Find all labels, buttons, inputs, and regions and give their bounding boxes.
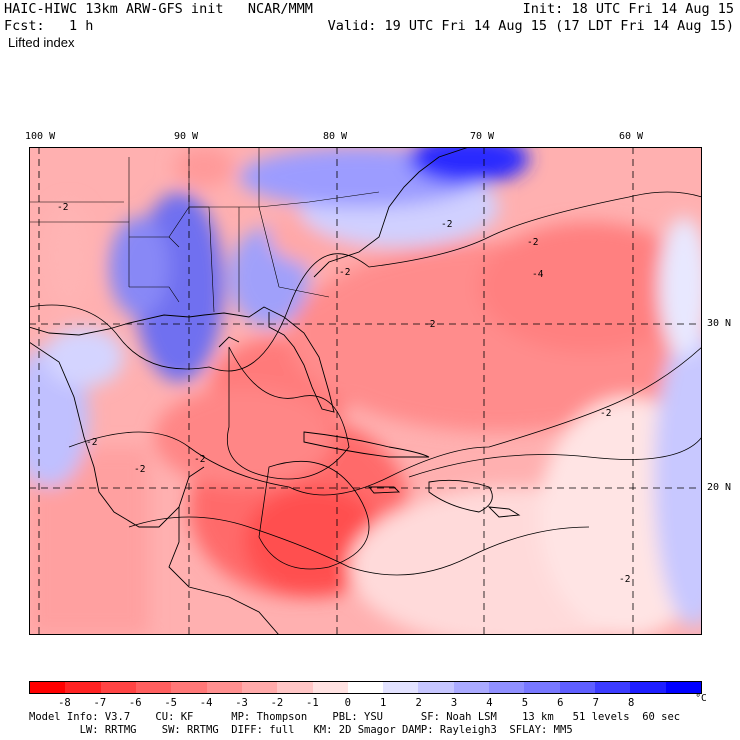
colorbar-tick-label: -6 (128, 697, 142, 709)
colorbar-swatch (595, 682, 631, 693)
colorbar-tick-label: -3 (235, 697, 248, 709)
contour-label: -2 (339, 267, 350, 278)
colorbar-tick-label: 5 (521, 697, 529, 709)
model-info-line2: LW: RRTMG SW: RRTMG DIFF: full KM: 2D Sm… (29, 724, 573, 736)
colorbar-tick-label: 7 (592, 697, 599, 709)
colorbar-swatch (65, 682, 101, 693)
colorbar-tick-label: 3 (450, 697, 458, 709)
model-title: HAIC-HIWC 13km ARW-GFS init NCAR/MMM (4, 1, 313, 17)
lon-label-60w: 60 W (619, 131, 644, 142)
lon-label-90w: 90 W (174, 131, 199, 142)
colorbar (29, 681, 702, 694)
init-time: Init: 18 UTC Fri 14 Aug 15 (522, 1, 734, 17)
lifted-index-map: -2 -2 -2 -2 -2 -2 -4 -2 -2 -2 -2 (29, 147, 702, 635)
colorbar-tick-label: -5 (164, 697, 177, 709)
contour-label: -2 (441, 219, 452, 230)
model-info-line1: Model Info: V3.7 CU: KF MP: Thompson PBL… (29, 711, 681, 723)
contour-label: -2 (619, 574, 630, 585)
colorbar-tick-label: -2 (270, 697, 284, 709)
coastlines (29, 147, 521, 635)
contour-label: -2 (86, 437, 97, 448)
contours (29, 191, 702, 576)
lat-label-20n: 20 N (707, 482, 732, 493)
colorbar-swatch (135, 682, 172, 693)
lon-label-100w: 100 W (25, 131, 56, 142)
colorbar-tick-label: 1 (380, 697, 387, 709)
contour-label: -2 (527, 237, 538, 248)
colorbar-swatch (312, 682, 348, 693)
field-name: Lifted index (8, 35, 75, 50)
colorbar-tick-label: 8 (627, 697, 635, 709)
colorbar-swatch (524, 682, 560, 693)
latlon-grid (29, 147, 702, 635)
colorbar-tick-label: 0 (344, 697, 351, 709)
colorbar-tick-label: -4 (199, 697, 213, 709)
contour-label: -2 (134, 464, 145, 475)
map-frame (29, 147, 702, 635)
colorbar-swatch (418, 682, 454, 693)
colorbar-swatch (171, 682, 207, 693)
colorbar-swatch (665, 682, 701, 693)
contour-label: -2 (57, 202, 68, 213)
contour-label: -4 (532, 269, 544, 280)
colorbar-swatch (100, 682, 136, 693)
contour-label: -2 (194, 454, 205, 465)
contour-labels: -2 -2 -2 -2 -2 -2 -4 -2 -2 -2 -2 (57, 202, 630, 585)
colorbar-tick-label: 4 (486, 697, 493, 709)
colorbar-swatch (630, 682, 666, 693)
lon-label-80w: 80 W (323, 131, 348, 142)
colorbar-tick-label: 6 (557, 697, 564, 709)
lon-label-70w: 70 W (470, 131, 495, 142)
colorbar-swatch (489, 682, 525, 693)
colorbar-swatch (30, 682, 66, 693)
valid-time: Valid: 19 UTC Fri 14 Aug 15 (17 LDT Fri … (327, 18, 734, 34)
contour-label: -2 (424, 319, 435, 330)
colorbar-swatch (206, 682, 242, 693)
colorbar-swatch (383, 682, 419, 693)
colorbar-swatch (241, 682, 278, 693)
colorbar-unit: °C (695, 693, 707, 704)
colorbar-tick-label: -7 (93, 697, 107, 709)
forecast-hour: Fcst: 1 h (4, 18, 94, 34)
colorbar-tick-label: -1 (306, 697, 319, 709)
colorbar-swatch (347, 682, 384, 693)
colorbar-swatch (559, 682, 595, 693)
colorbar-tick-label: 2 (415, 697, 422, 709)
contour-label: -2 (600, 408, 611, 419)
colorbar-swatch (453, 682, 490, 693)
colorbar-swatch (277, 682, 313, 693)
lat-label-30n: 30 N (707, 318, 732, 329)
colorbar-tick-label: -8 (58, 697, 71, 709)
state-borders (29, 147, 380, 313)
